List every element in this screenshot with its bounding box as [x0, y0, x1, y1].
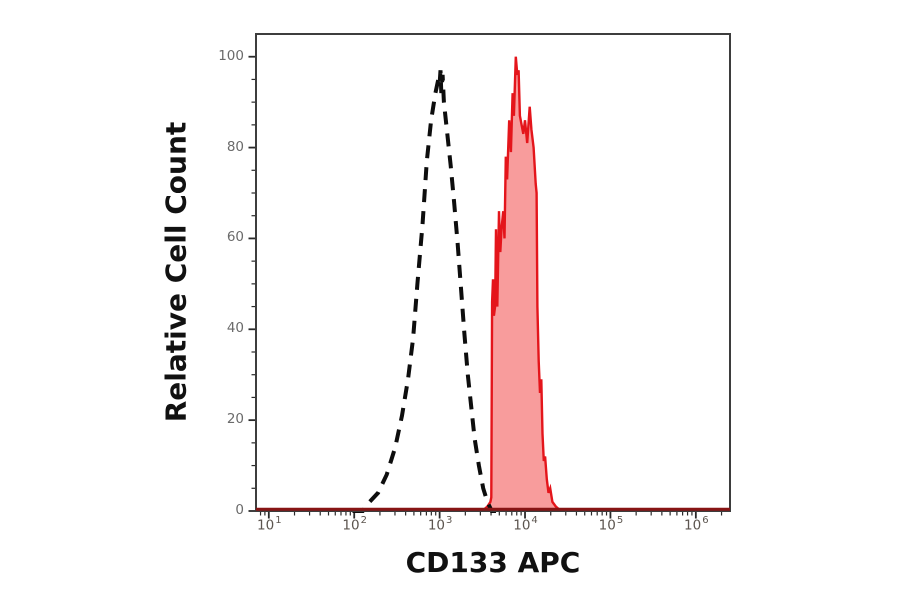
x-tick-label: 103 [427, 515, 453, 534]
y-tick-label: 0 [235, 502, 244, 518]
x-tick-label: 101 [257, 515, 282, 534]
y-tick-label: 80 [226, 138, 244, 155]
x-tick-label: 105 [598, 515, 624, 534]
isotype-control-dashed-curve [352, 70, 496, 513]
x-tick-label: 104 [513, 515, 538, 534]
x-tick-label: 102 [342, 515, 367, 534]
y-tick-label: 40 [226, 320, 244, 337]
y-tick-label: 100 [218, 47, 244, 64]
y-tick-label: 60 [226, 229, 244, 246]
y-axis-title: Relative Cell Count [159, 121, 193, 423]
cd133-histogram-outline [481, 56, 562, 512]
x-axis-title: CD133 APC [405, 546, 581, 579]
x-tick-label: 106 [684, 515, 709, 534]
plot-frame [255, 33, 731, 512]
y-tick-label: 20 [226, 411, 244, 428]
